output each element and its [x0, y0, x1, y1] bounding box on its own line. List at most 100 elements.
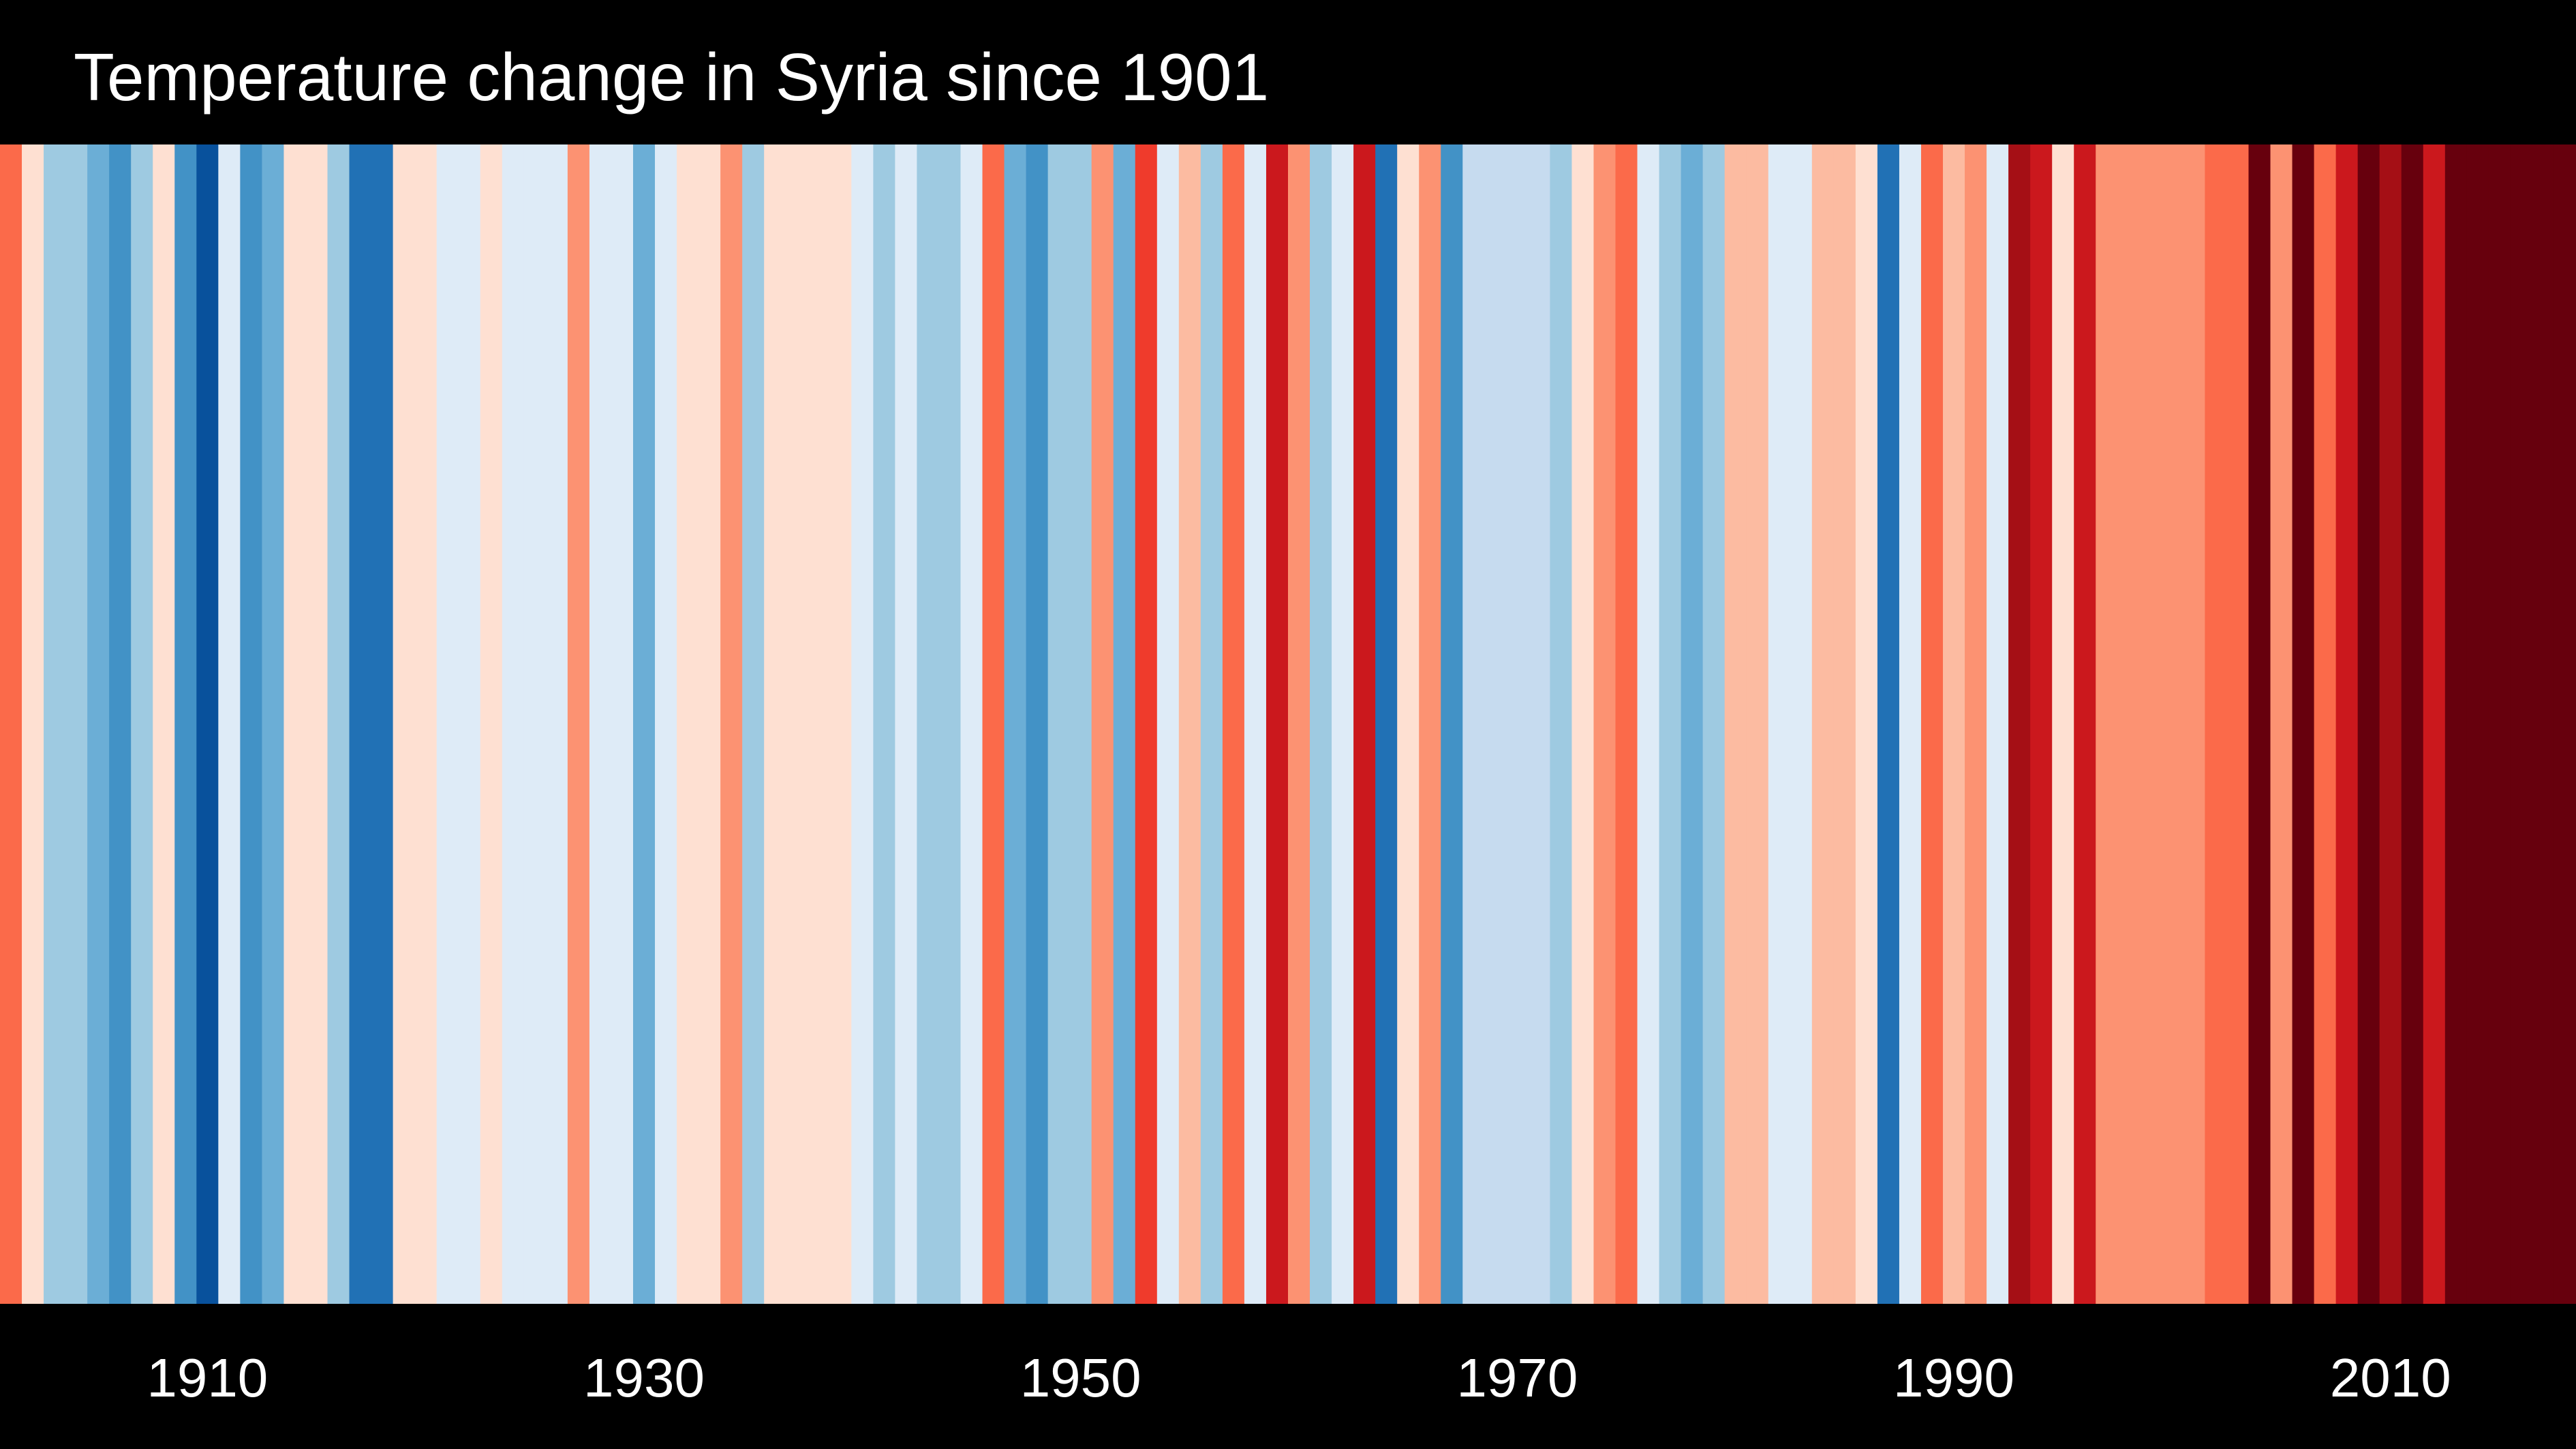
stripe-1913 — [262, 144, 285, 1304]
stripe-1980 — [1724, 144, 1747, 1304]
stripe-2000 — [2161, 144, 2183, 1304]
stripe-1929 — [611, 144, 634, 1304]
stripe-2015 — [2488, 144, 2511, 1304]
stripe-1970 — [1506, 144, 1529, 1304]
x-tick-label: 1950 — [1020, 1347, 1141, 1408]
stripe-2001 — [2183, 144, 2206, 1304]
stripe-1939 — [829, 144, 852, 1304]
stripe-1941 — [873, 144, 895, 1304]
stripe-1948 — [1026, 144, 1049, 1304]
stripe-1943 — [917, 144, 940, 1304]
stripe-1966 — [1419, 144, 1441, 1304]
stripe-1996 — [2074, 144, 2096, 1304]
stripe-1944 — [938, 144, 962, 1304]
stripe-2006 — [2292, 144, 2315, 1304]
stripe-1932 — [677, 144, 699, 1304]
stripe-2018 — [2554, 144, 2576, 1304]
stripe-2007 — [2314, 144, 2337, 1304]
stripe-1949 — [1047, 144, 1071, 1304]
stripe-1977 — [1659, 144, 1682, 1304]
chart-title: Temperature change in Syria since 1901 — [74, 40, 1270, 115]
stripe-2002 — [2205, 144, 2228, 1304]
stripe-1928 — [589, 144, 612, 1304]
stripe-1950 — [1069, 144, 1092, 1304]
stripe-2010 — [2379, 144, 2402, 1304]
stripe-1946 — [982, 144, 1005, 1304]
stripe-1907 — [131, 144, 153, 1304]
stripe-1922 — [458, 144, 481, 1304]
stripe-1992 — [1987, 144, 2009, 1304]
x-tick-label: 1970 — [1456, 1347, 1578, 1408]
stripe-1909 — [174, 144, 197, 1304]
stripe-1963 — [1353, 144, 1376, 1304]
stripe-1983 — [1790, 144, 1813, 1304]
stripe-1987 — [1877, 144, 1900, 1304]
stripe-1926 — [545, 144, 568, 1304]
stripe-1935 — [742, 144, 765, 1304]
stripe-2009 — [2357, 144, 2380, 1304]
stripe-1924 — [502, 144, 525, 1304]
stripe-1901 — [0, 144, 22, 1304]
stripe-1978 — [1681, 144, 1704, 1304]
stripe-1973 — [1571, 144, 1595, 1304]
stripe-1942 — [895, 144, 918, 1304]
stripe-1967 — [1441, 144, 1463, 1304]
stripe-1971 — [1528, 144, 1550, 1304]
stripe-1910 — [196, 144, 219, 1304]
stripe-1919 — [393, 144, 416, 1304]
stripe-1958 — [1244, 144, 1267, 1304]
stripe-1974 — [1593, 144, 1616, 1304]
stripe-1914 — [283, 144, 307, 1304]
stripe-1998 — [2117, 144, 2140, 1304]
stripe-1921 — [436, 144, 459, 1304]
stripe-1951 — [1091, 144, 1114, 1304]
stripe-1976 — [1637, 144, 1660, 1304]
stripe-1965 — [1397, 144, 1420, 1304]
stripe-1969 — [1484, 144, 1507, 1304]
stripe-2017 — [2532, 144, 2555, 1304]
stripe-2005 — [2270, 144, 2293, 1304]
stripe-1957 — [1222, 144, 1245, 1304]
x-tick-label: 1930 — [583, 1347, 705, 1408]
stripe-1920 — [414, 144, 438, 1304]
stripe-2011 — [2401, 144, 2424, 1304]
stripe-1975 — [1615, 144, 1638, 1304]
stripes-group — [0, 144, 2576, 1304]
x-tick-label: 2010 — [2330, 1347, 2451, 1408]
stripe-1911 — [218, 144, 241, 1304]
x-tick-label: 1990 — [1893, 1347, 2014, 1408]
stripe-1955 — [1178, 144, 1201, 1304]
stripe-1902 — [22, 144, 44, 1304]
stripe-1906 — [109, 144, 132, 1304]
stripe-2013 — [2444, 144, 2468, 1304]
stripe-1962 — [1332, 144, 1354, 1304]
stripe-1938 — [808, 144, 830, 1304]
stripe-2004 — [2248, 144, 2271, 1304]
stripe-1947 — [1004, 144, 1027, 1304]
stripe-1912 — [240, 144, 262, 1304]
x-tick-label: 1910 — [147, 1347, 268, 1408]
stripe-1994 — [2030, 144, 2053, 1304]
stripe-1916 — [327, 144, 350, 1304]
stripe-1972 — [1550, 144, 1573, 1304]
stripe-1918 — [371, 144, 394, 1304]
stripe-2016 — [2510, 144, 2533, 1304]
stripe-1979 — [1702, 144, 1726, 1304]
stripe-1903 — [44, 144, 66, 1304]
stripe-1934 — [720, 144, 743, 1304]
stripe-1954 — [1156, 144, 1180, 1304]
stripe-1986 — [1855, 144, 1878, 1304]
stripe-1995 — [2052, 144, 2074, 1304]
stripe-1940 — [851, 144, 874, 1304]
stripe-1917 — [349, 144, 372, 1304]
stripe-1990 — [1943, 144, 1965, 1304]
stripe-1925 — [523, 144, 547, 1304]
stripe-1981 — [1746, 144, 1769, 1304]
stripe-1936 — [764, 144, 786, 1304]
stripe-1945 — [960, 144, 983, 1304]
stripe-1993 — [2008, 144, 2031, 1304]
stripe-1956 — [1200, 144, 1223, 1304]
stripe-2012 — [2423, 144, 2446, 1304]
